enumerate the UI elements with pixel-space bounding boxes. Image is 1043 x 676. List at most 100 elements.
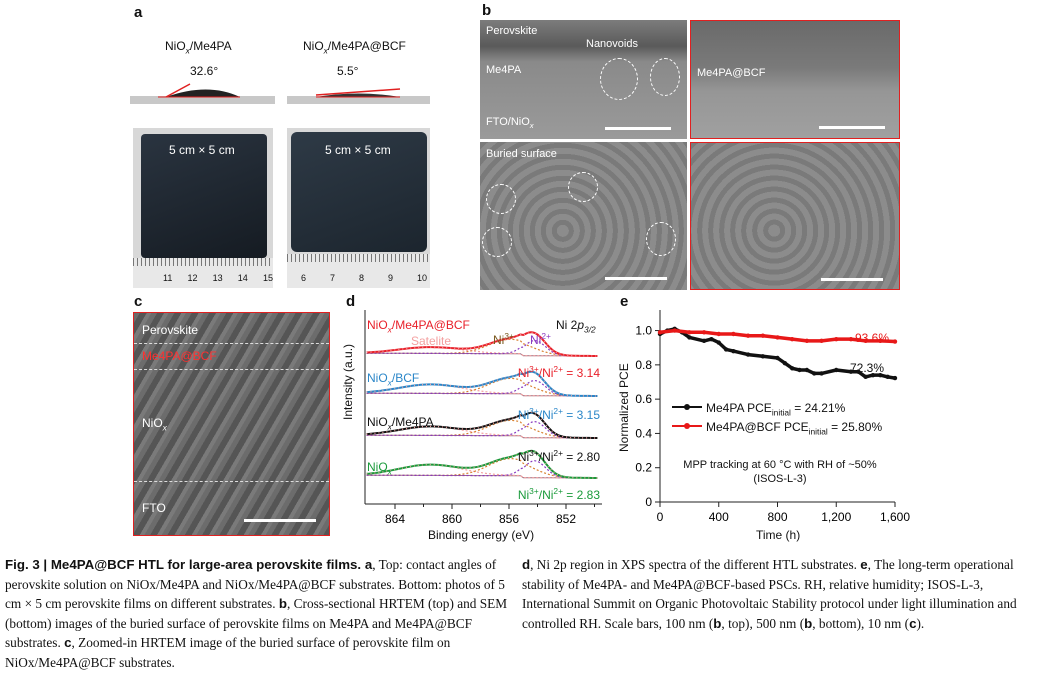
x-tick-label: 864 xyxy=(385,512,405,526)
title-sub: x xyxy=(185,45,190,56)
stability-xlabel: Time (h) xyxy=(756,528,801,542)
data-point xyxy=(716,340,721,345)
ruler-tick: 15 xyxy=(262,273,273,283)
ni3-component xyxy=(366,458,598,479)
perovskite-film xyxy=(291,132,427,252)
data-point xyxy=(709,336,714,342)
caption-ref: e xyxy=(860,557,868,572)
data-point xyxy=(687,335,692,340)
caption-text: , Zoomed-in HRTEM image of the buried su… xyxy=(5,635,451,670)
data-point xyxy=(819,338,824,344)
ratio-label: Ni3+/Ni2+ = 3.14 xyxy=(517,364,600,380)
data-point xyxy=(804,338,810,344)
label-me4pa-bcf: Me4PA@BCF xyxy=(142,349,217,363)
caption-ref: b xyxy=(804,615,813,631)
angle-line-left xyxy=(165,83,191,98)
panel-c-label: c xyxy=(134,293,143,310)
perovskite-film xyxy=(141,134,267,258)
raw-data-points xyxy=(366,450,598,479)
data-point xyxy=(775,355,780,361)
data-point xyxy=(819,371,824,376)
ni2-component xyxy=(366,379,598,397)
x-tick-label: 860 xyxy=(442,512,462,526)
nanovoid-marker xyxy=(600,58,638,100)
y-tick-label: 0.6 xyxy=(635,392,652,406)
ruler xyxy=(133,258,273,288)
film-photo-left: 5 cm × 5 cm 11 12 13 14 15 xyxy=(133,128,273,288)
data-point xyxy=(731,348,736,354)
x-tick-label: 800 xyxy=(767,510,787,524)
data-point xyxy=(812,371,817,376)
caption-title: Me4PA@BCF HTL for large-area perovskite … xyxy=(50,557,365,572)
caption-text: , The long-term operational stability of… xyxy=(522,557,1017,631)
right-contact-angle: 5.5° xyxy=(337,64,359,78)
film-size: 5 cm × 5 cm xyxy=(325,143,391,157)
data-point xyxy=(892,375,898,381)
scale-bar xyxy=(605,127,671,130)
panel-a-label: a xyxy=(134,4,143,21)
droplet-right xyxy=(316,93,400,97)
left-sample-title: NiOx/Me4PA xyxy=(165,39,232,55)
annotation: MPP tracking at 60 °C with RH of ~50% (IS… xyxy=(670,458,890,486)
x-tick-label: 856 xyxy=(499,512,519,526)
title-text: /Me4PA xyxy=(189,39,232,53)
data-point xyxy=(834,367,839,373)
x-tick-label: 1,600 xyxy=(880,510,910,524)
panel-e-label: e xyxy=(620,293,629,310)
scale-bar xyxy=(605,277,667,280)
ratio-label: Ni3+/Ni2+ = 2.83 xyxy=(517,486,600,502)
ruler-labels: 6 7 8 9 10 xyxy=(301,273,427,283)
label-text: FTO/NiO xyxy=(486,116,530,128)
data-point xyxy=(723,347,729,352)
x-tick-label: 852 xyxy=(556,512,576,526)
caption-text: , top), 500 nm ( xyxy=(721,615,805,631)
label-fto: FTO xyxy=(142,501,166,515)
label-italic: p xyxy=(577,318,585,332)
contact-angle-images xyxy=(130,83,430,104)
caption-ref: c xyxy=(909,615,917,631)
caption-text: , Ni 2p region in XPS spectra of the dif… xyxy=(530,557,861,572)
ni3-component xyxy=(366,419,598,439)
label-text: NiO xyxy=(142,416,163,430)
data-point xyxy=(863,374,868,380)
raw-data-points xyxy=(366,371,598,397)
caption-ref: c xyxy=(64,635,72,650)
ruler-tick: 6 xyxy=(301,273,307,283)
hrtem-me4pa-bcf: Me4PA@BCF xyxy=(690,20,900,139)
ruler-tick: 13 xyxy=(212,273,223,283)
legend-me4pa-bcf: Me4PA@BCF PCEinitial = 25.80% xyxy=(706,420,882,436)
interface-line xyxy=(134,369,329,370)
data-point xyxy=(745,352,751,357)
caption-right: d, Ni 2p region in XPS spectra of the di… xyxy=(522,555,1040,633)
series-name-label: NiOx/Me4PA xyxy=(367,415,434,432)
legend-marker xyxy=(684,423,690,429)
data-point xyxy=(848,369,854,374)
void-marker xyxy=(482,227,512,257)
series-name-label: NiOx/Me4PA@BCF xyxy=(367,318,470,335)
droplet-left xyxy=(166,89,240,97)
legend-marker xyxy=(684,404,690,410)
xps-ylabel: Intensity (a.u.) xyxy=(341,343,355,420)
stability-ylabel: Normalized PCE xyxy=(617,363,631,452)
title-text: /Me4PA@BCF xyxy=(327,39,406,53)
background-line xyxy=(366,474,598,479)
hrtem-me4pa: Perovskite Nanovoids Me4PA FTO/NiOx xyxy=(480,20,687,139)
label-sub: x xyxy=(162,422,167,433)
ni2-component xyxy=(366,420,598,439)
data-point xyxy=(878,338,883,344)
label-sub: 3/2 xyxy=(584,324,596,335)
ni2-label: Ni2+ xyxy=(530,331,551,347)
label-sup: 3+ xyxy=(504,331,514,341)
background-line xyxy=(366,434,598,439)
legend-text: = 25.80% xyxy=(827,420,883,434)
region-label: Ni 2p3/2 xyxy=(556,318,596,334)
caption-ref: b xyxy=(278,596,287,611)
satellite-component xyxy=(366,383,598,397)
ruler-tick: 14 xyxy=(237,273,248,283)
caption-ref: b xyxy=(713,615,722,631)
void-marker xyxy=(646,222,676,256)
title-sub: x xyxy=(323,45,328,56)
data-point xyxy=(760,333,766,338)
annotation-line: (ISOS-L-3) xyxy=(753,473,807,485)
caption-text: , Top: contact angles of perovskite solu… xyxy=(5,557,505,611)
